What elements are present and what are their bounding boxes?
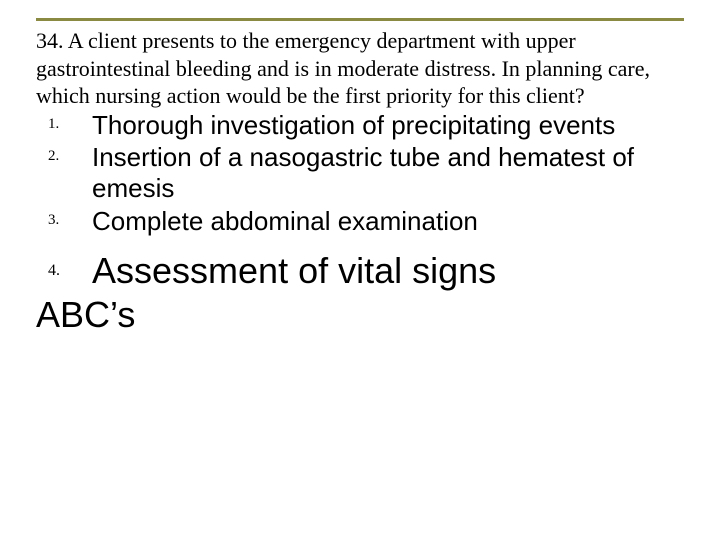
footer-text: ABC’s — [36, 294, 684, 336]
options-list: 1. Thorough investigation of precipitati… — [36, 110, 684, 237]
option-number: 1. — [48, 116, 59, 134]
list-item: 2. Insertion of a nasogastric tube and h… — [36, 142, 684, 203]
option-number: 2. — [48, 148, 59, 166]
list-item: 1. Thorough investigation of precipitati… — [36, 110, 684, 141]
option-text: Complete abdominal examination — [92, 206, 478, 236]
slide: 34. A client presents to the emergency d… — [0, 0, 720, 540]
option-text: Insertion of a nasogastric tube and hema… — [92, 142, 634, 203]
question-text: 34. A client presents to the emergency d… — [36, 27, 684, 110]
option-text: Thorough investigation of precipitating … — [92, 110, 615, 140]
option-number: 3. — [48, 212, 59, 230]
answer-row: 4. Assessment of vital signs — [36, 250, 684, 292]
answer-number: 4. — [48, 262, 60, 280]
title-rule — [36, 18, 684, 21]
answer-text: Assessment of vital signs — [92, 250, 496, 291]
list-item: 3. Complete abdominal examination — [36, 206, 684, 237]
